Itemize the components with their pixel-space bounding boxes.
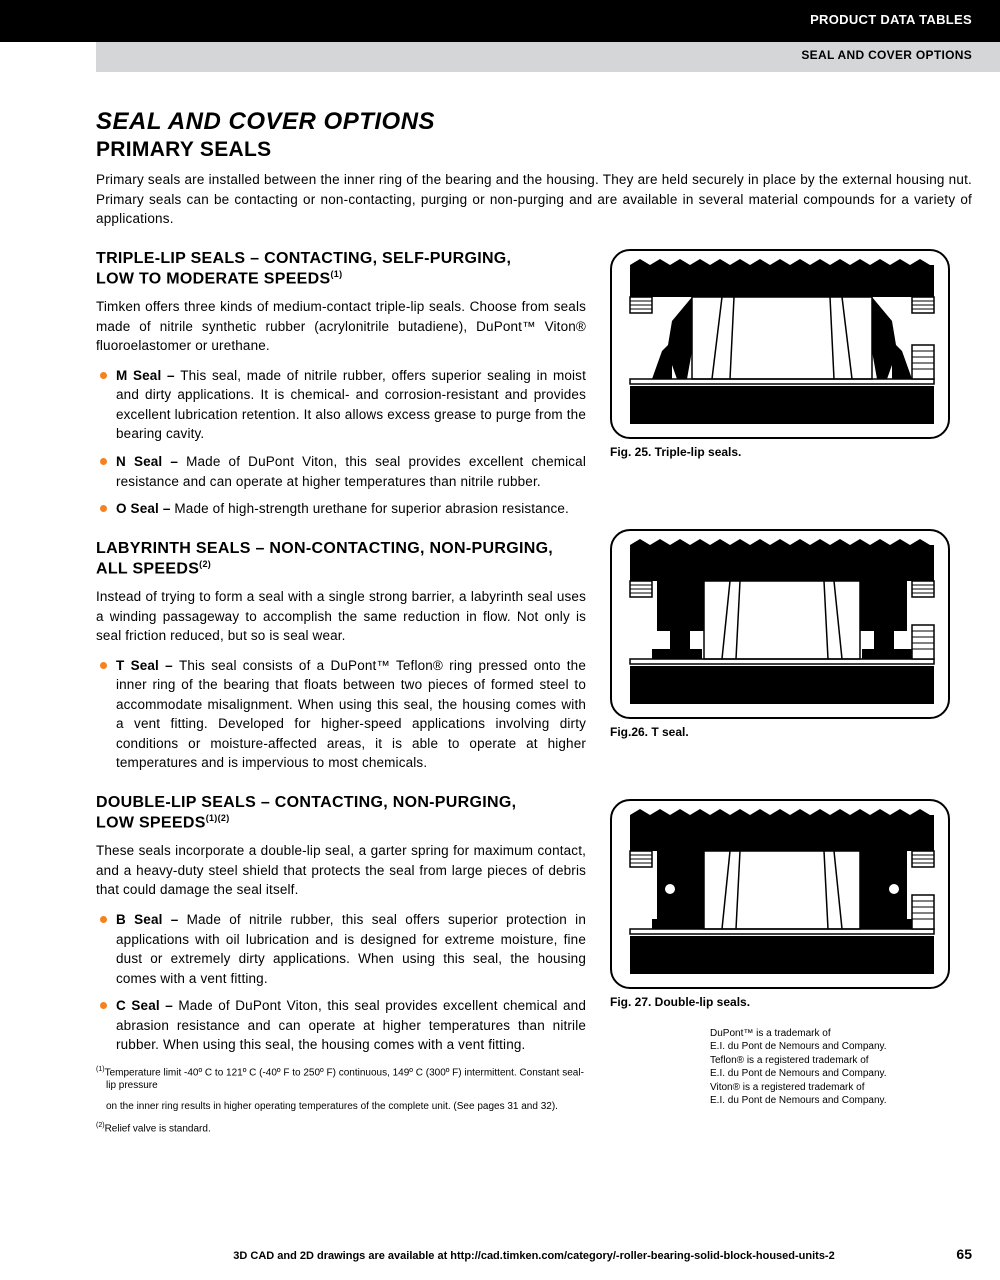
double-list: B Seal – Made of nitrile rubber, this se…: [96, 910, 586, 1055]
page-content: SEAL AND COVER OPTIONS PRIMARY SEALS Pri…: [0, 72, 1000, 1136]
double-para: These seals incorporate a double-lip sea…: [96, 841, 586, 900]
triple-para: Timken offers three kinds of medium-cont…: [96, 297, 586, 356]
header-black-text: PRODUCT DATA TABLES: [810, 12, 972, 27]
list-item: T Seal – This seal consists of a DuPont™…: [96, 656, 586, 773]
subtitle: PRIMARY SEALS: [96, 138, 972, 162]
page-footer: 3D CAD and 2D drawings are available at …: [96, 1250, 972, 1262]
trademark-block: DuPont™ is a trademark of E.I. du Pont d…: [610, 1027, 972, 1108]
list-item: B Seal – Made of nitrile rubber, this se…: [96, 910, 586, 988]
triple-heading: TRIPLE-LIP SEALS – CONTACTING, SELF-PURG…: [96, 249, 586, 289]
page-number: 65: [956, 1246, 972, 1262]
list-item: N Seal – Made of DuPont Viton, this seal…: [96, 452, 586, 491]
labyrinth-heading: LABYRINTH SEALS – NON-CONTACTING, NON-PU…: [96, 539, 586, 579]
labyrinth-para: Instead of trying to form a seal with a …: [96, 587, 586, 646]
left-column: TRIPLE-LIP SEALS – CONTACTING, SELF-PURG…: [96, 249, 586, 1136]
triple-list: M Seal – This seal, made of nitrile rubb…: [96, 366, 586, 519]
footer-text: 3D CAD and 2D drawings are available at …: [233, 1250, 834, 1262]
double-heading: DOUBLE-LIP SEALS – CONTACTING, NON-PURGI…: [96, 793, 586, 833]
header-black-bar: PRODUCT DATA TABLES: [0, 0, 1000, 42]
intro-paragraph: Primary seals are installed between the …: [96, 170, 972, 229]
list-item: M Seal – This seal, made of nitrile rubb…: [96, 366, 586, 444]
fig27-caption: Fig. 27. Double-lip seals.: [610, 995, 972, 1009]
diagram-triple-lip: [610, 249, 950, 439]
diagram-t-seal: [610, 529, 950, 719]
list-item: C Seal – Made of DuPont Viton, this seal…: [96, 996, 586, 1055]
fig25-caption: Fig. 25. Triple-lip seals.: [610, 445, 972, 459]
fig26-caption: Fig.26. T seal.: [610, 725, 972, 739]
footnote-1: (1)Temperature limit -40º C to 121º C (-…: [96, 1065, 586, 1092]
header-gray-bar: SEAL AND COVER OPTIONS: [96, 42, 1000, 72]
right-column: Fig. 25. Triple-lip seals.: [610, 249, 972, 1136]
list-item: O Seal – Made of high-strength urethane …: [96, 499, 586, 519]
footnote-2: (2)Relief valve is standard.: [96, 1121, 586, 1135]
main-title: SEAL AND COVER OPTIONS: [96, 108, 972, 136]
header-gray-text: SEAL AND COVER OPTIONS: [801, 48, 972, 62]
labyrinth-list: T Seal – This seal consists of a DuPont™…: [96, 656, 586, 773]
footnote-1b: on the inner ring results in higher oper…: [96, 1100, 586, 1113]
two-column-layout: TRIPLE-LIP SEALS – CONTACTING, SELF-PURG…: [96, 249, 972, 1136]
diagram-double-lip: [610, 799, 950, 989]
